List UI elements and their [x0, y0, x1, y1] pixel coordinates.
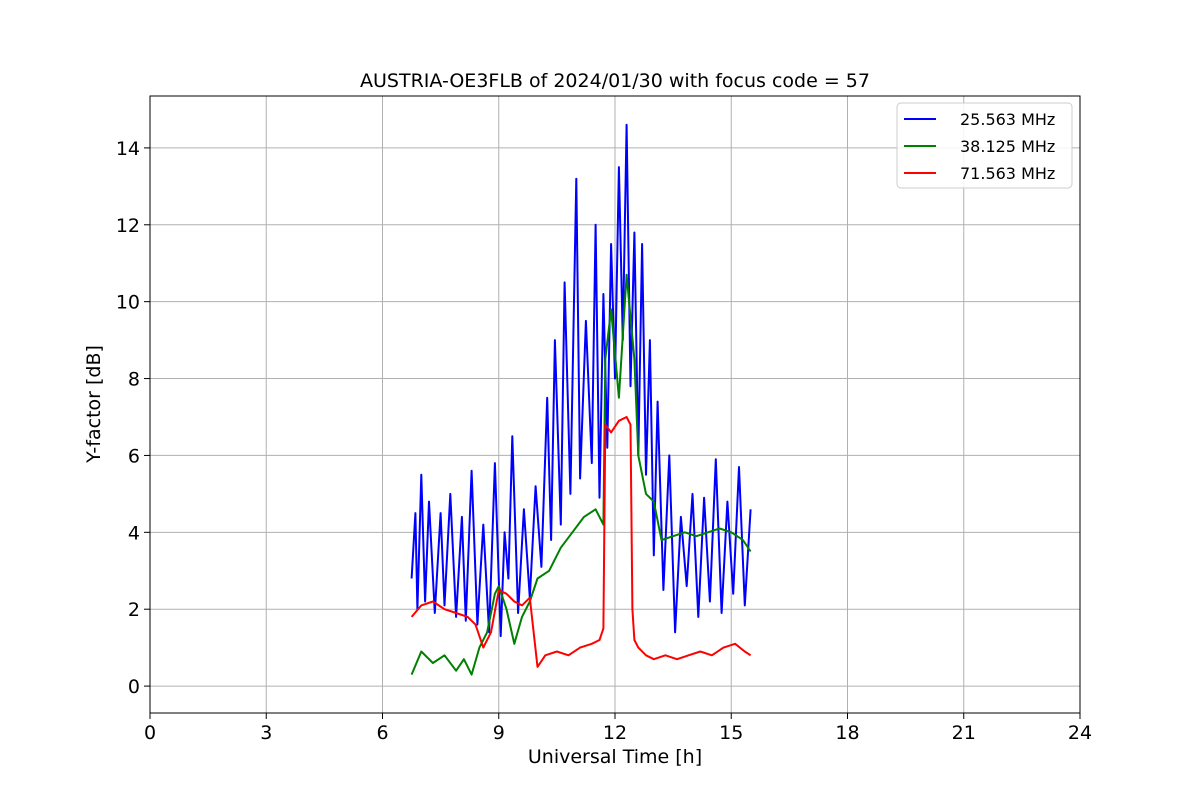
- y-axis-label: Y-factor [dB]: [83, 345, 105, 464]
- x-tick-label: 6: [376, 722, 388, 744]
- legend-label-25-563-mhz: 25.563 MHz: [960, 110, 1055, 129]
- legend-label-71-563-mhz: 71.563 MHz: [960, 164, 1055, 183]
- y-tick-label: 0: [128, 676, 140, 698]
- x-tick-label: 12: [603, 722, 627, 744]
- legend-label-38-125-mhz: 38.125 MHz: [960, 137, 1055, 156]
- y-tick-label: 4: [128, 522, 140, 544]
- x-axis-ticks: 0 3 6 9 12 15 18 21 24: [144, 713, 1092, 744]
- chart-title: AUSTRIA-OE3FLB of 2024/01/30 with focus …: [360, 70, 870, 92]
- x-tick-label: 0: [144, 722, 156, 744]
- y-tick-label: 6: [128, 445, 140, 467]
- series-line-38-125-mhz: [410, 273, 752, 676]
- x-tick-label: 9: [493, 722, 505, 744]
- y-tick-label: 10: [116, 292, 140, 314]
- x-tick-label: 3: [260, 722, 272, 744]
- series-line-25-563-mhz: [410, 123, 752, 638]
- x-axis-label: Universal Time [h]: [528, 746, 702, 768]
- x-tick-label: 21: [952, 722, 976, 744]
- y-tick-label: 12: [116, 215, 140, 237]
- series-group: [410, 123, 752, 676]
- y-tick-label: 2: [128, 599, 140, 621]
- x-tick-label: 18: [835, 722, 859, 744]
- x-tick-label: 24: [1068, 722, 1092, 744]
- series-line-71-563-mhz: [410, 416, 752, 668]
- x-tick-label: 15: [719, 722, 743, 744]
- legend-box: [896, 102, 1073, 189]
- y-axis-ticks: 0 2 4 6 8 10 12 14: [116, 138, 150, 698]
- legend: 25.563 MHz 38.125 MHz 71.563 MHz: [896, 102, 1073, 189]
- y-tick-label: 14: [116, 138, 140, 160]
- y-tick-label: 8: [128, 369, 140, 391]
